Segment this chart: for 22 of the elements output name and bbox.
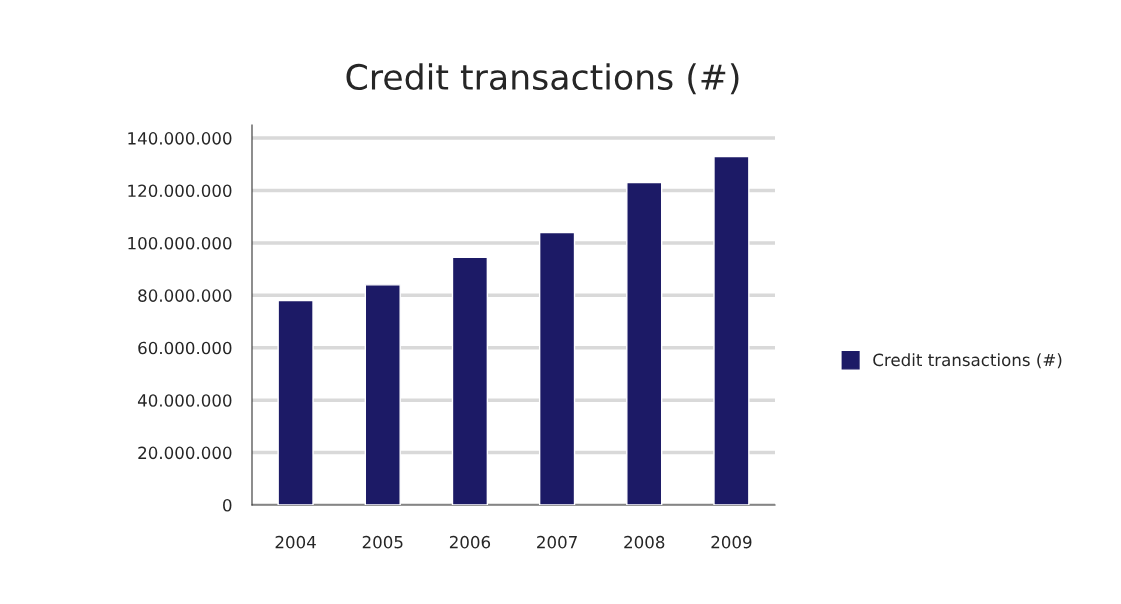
bar xyxy=(364,284,401,505)
bar xyxy=(451,256,489,505)
bar xyxy=(713,155,750,505)
bar xyxy=(538,231,576,505)
bar xyxy=(277,299,314,505)
y-tick-label: 20.000.000 xyxy=(138,446,232,460)
x-tick-label: 2006 xyxy=(449,535,491,549)
x-tick-label: 2009 xyxy=(711,535,752,549)
y-tick-label: 0 xyxy=(223,498,232,512)
legend-label: Credit transactions (#) xyxy=(873,353,1062,369)
x-tick-label: 2005 xyxy=(362,535,403,549)
y-tick-label: 80.000.000 xyxy=(138,289,232,302)
x-tick-label: 2008 xyxy=(624,535,665,549)
y-tick-label: 60.000.000 xyxy=(138,341,232,355)
chart-title: Credit transactions (#) xyxy=(346,63,739,95)
y-tick-label: 40.000.000 xyxy=(137,394,232,407)
y-tick-label: 100.000.000 xyxy=(128,236,232,250)
y-tick-label: 140.000.000 xyxy=(128,132,232,145)
bar xyxy=(626,181,663,505)
x-tick-label: 2004 xyxy=(275,535,316,549)
y-tick-label: 120.000.000 xyxy=(128,184,232,198)
x-tick-label: 2007 xyxy=(537,535,577,549)
